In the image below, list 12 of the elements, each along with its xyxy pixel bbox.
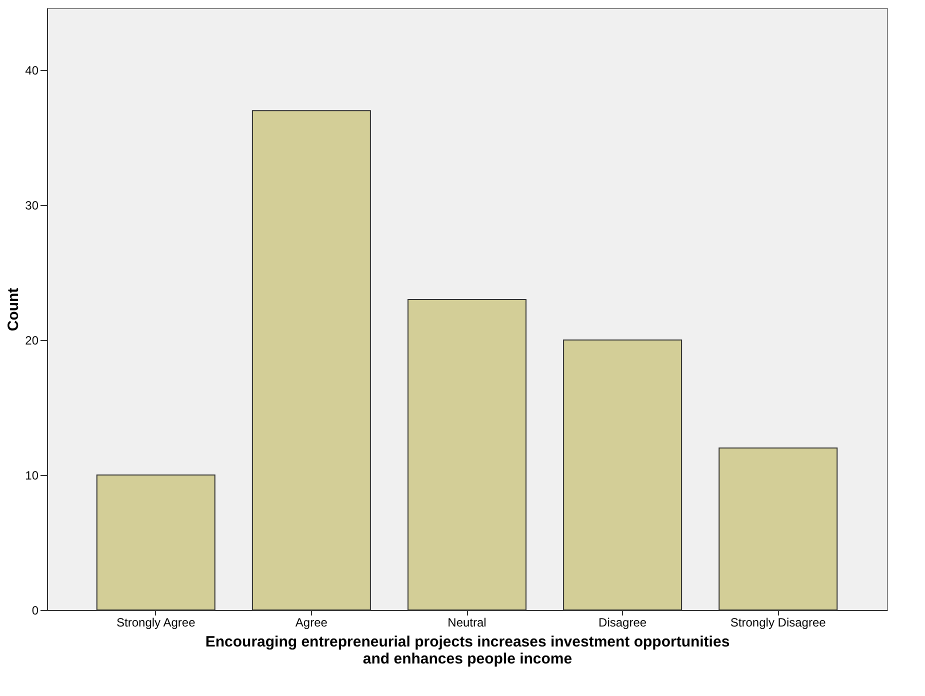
x-axis-title: Encouraging entrepreneurial projects increases investment opportunities and enhances people income — [205, 634, 730, 668]
y-tick-label: 40 — [25, 64, 39, 78]
y-tick-label: 30 — [25, 198, 39, 213]
x-tick-label: Strongly Agree — [116, 616, 196, 630]
y-axis-title: Count — [5, 288, 22, 332]
x-tick-label: Disagree — [598, 616, 647, 630]
x-tick-label: Strongly Disagree — [730, 616, 826, 630]
x-tick-label: Agree — [295, 616, 328, 630]
y-tick-label: 20 — [25, 334, 39, 348]
y-tick-label: 0 — [32, 604, 39, 618]
y-tick-label: 10 — [25, 468, 39, 483]
x-tick-label: Neutral — [448, 616, 486, 630]
